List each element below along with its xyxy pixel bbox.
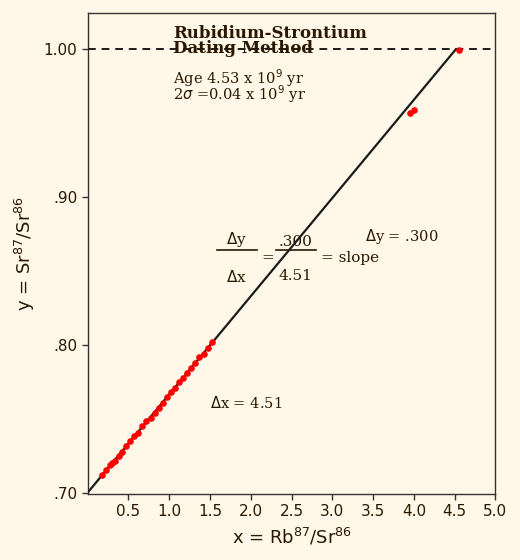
Point: [167, 388, 175, 397]
Point: [108, 459, 116, 468]
Point: [183, 368, 191, 377]
Point: [203, 344, 212, 353]
Text: = slope: = slope: [321, 251, 379, 265]
Text: $\Delta$x: $\Delta$x: [226, 269, 247, 284]
Point: [98, 471, 107, 480]
Point: [142, 417, 151, 426]
Text: Rubidium-Strontium: Rubidium-Strontium: [173, 25, 367, 41]
Text: .300: .300: [279, 235, 313, 249]
Point: [138, 421, 147, 430]
Text: $\Delta$x = 4.51: $\Delta$x = 4.51: [210, 395, 282, 412]
Point: [154, 403, 163, 412]
Text: Dating Method: Dating Method: [173, 40, 314, 58]
Point: [410, 105, 418, 114]
Y-axis label: y = Sr$^{87}$/Sr$^{86}$: y = Sr$^{87}$/Sr$^{86}$: [12, 196, 36, 311]
Point: [114, 451, 123, 460]
Point: [150, 408, 159, 417]
Point: [126, 437, 134, 446]
Point: [199, 349, 207, 358]
Text: $\Delta$y = .300: $\Delta$y = .300: [365, 227, 438, 246]
Point: [196, 353, 204, 362]
Point: [406, 109, 414, 118]
Point: [122, 441, 130, 450]
Point: [106, 461, 114, 470]
Point: [171, 384, 179, 393]
Text: 4.51: 4.51: [279, 269, 313, 283]
Point: [101, 465, 110, 474]
Point: [209, 338, 217, 347]
Point: [159, 398, 167, 407]
Point: [110, 456, 119, 465]
Point: [130, 432, 138, 441]
Point: [454, 46, 463, 55]
Point: [134, 428, 142, 437]
Text: $\Delta$y: $\Delta$y: [226, 230, 247, 249]
Point: [187, 363, 196, 372]
Point: [146, 413, 154, 422]
Text: Age 4.53 x 10$^9$ yr: Age 4.53 x 10$^9$ yr: [173, 67, 304, 89]
Text: =: =: [261, 251, 274, 265]
X-axis label: x = Rb$^{87}$/Sr$^{86}$: x = Rb$^{87}$/Sr$^{86}$: [231, 526, 352, 548]
Point: [191, 358, 200, 367]
Point: [163, 393, 171, 402]
Point: [118, 448, 126, 457]
Point: [179, 374, 187, 383]
Point: [175, 378, 183, 387]
Text: 2$\sigma$ =0.04 x 10$^9$ yr: 2$\sigma$ =0.04 x 10$^9$ yr: [173, 83, 306, 105]
